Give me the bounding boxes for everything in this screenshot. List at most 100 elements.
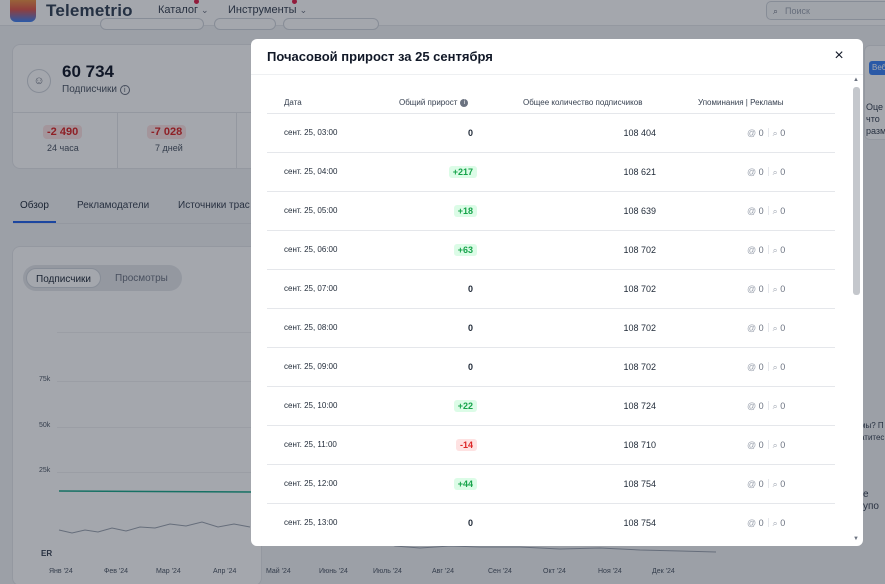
filter-pill[interactable] xyxy=(214,18,276,30)
x-tick-label: Авг '24 xyxy=(432,568,455,575)
nav-catalog[interactable]: Каталог ⌄ xyxy=(158,0,209,16)
mentions-count: 0 xyxy=(758,440,764,450)
row-total: 108 702 xyxy=(623,284,656,294)
table-row: сент. 25, 11:00 -14 108 710 @ 0 ⌕ 0 xyxy=(267,425,835,464)
tab-traffic-sources[interactable]: Источники трас xyxy=(178,200,250,211)
mentions-count: 0 xyxy=(758,167,764,177)
divider xyxy=(767,362,769,371)
row-mentions-ads: @ 0 ⌕ 0 xyxy=(747,401,785,412)
megaphone-icon: ⌕ xyxy=(772,245,778,255)
day-change-badge: -2 490 xyxy=(43,125,83,139)
megaphone-icon: ⌕ xyxy=(772,401,778,411)
column-total: Общее количество подписчиков xyxy=(523,98,643,107)
divider xyxy=(236,112,237,168)
search-placeholder: Поиск xyxy=(785,6,810,16)
nav-tools-label: Инструменты xyxy=(228,4,297,16)
filter-pill[interactable] xyxy=(283,18,379,30)
ads-count: 0 xyxy=(780,479,786,489)
nav-tools[interactable]: Инструменты ⌄ xyxy=(228,0,308,16)
megaphone-icon: ⌕ xyxy=(772,167,778,177)
logo-text[interactable]: Telemetrio xyxy=(46,1,133,20)
y-tick-label: 75k xyxy=(39,376,51,383)
table-row: сент. 25, 13:00 0 108 754 @ 0 ⌕ 0 xyxy=(267,503,835,542)
megaphone-icon: ⌕ xyxy=(772,479,778,489)
ads-count: 0 xyxy=(780,206,786,216)
ads-count: 0 xyxy=(780,401,786,411)
row-mentions-ads: @ 0 ⌕ 0 xyxy=(747,479,785,490)
divider xyxy=(767,167,769,176)
gridline xyxy=(57,381,257,382)
filter-pill[interactable] xyxy=(100,18,204,30)
tab-overview[interactable]: Обзор xyxy=(20,200,49,211)
x-tick-label: Апр '24 xyxy=(213,568,237,575)
chart-metric-toggle: Подписчики Просмотры xyxy=(23,265,182,291)
ads-count: 0 xyxy=(780,440,786,450)
row-growth: +22 xyxy=(453,400,477,412)
row-date: сент. 25, 12:00 xyxy=(284,479,338,488)
table-row: сент. 25, 10:00 +22 108 724 @ 0 ⌕ 0 xyxy=(267,386,835,425)
row-growth: 0 xyxy=(467,128,473,138)
mentions-count: 0 xyxy=(758,479,764,489)
mentions-count: 0 xyxy=(758,401,764,411)
mentions-count: 0 xyxy=(758,128,764,138)
table-row: сент. 25, 04:00 +217 108 621 @ 0 ⌕ 0 xyxy=(267,152,835,191)
at-sign-icon: @ xyxy=(747,245,757,255)
subscribers-line xyxy=(58,490,253,493)
table-row: сент. 25, 03:00 0 108 404 @ 0 ⌕ 0 xyxy=(267,113,835,152)
row-date: сент. 25, 11:00 xyxy=(284,440,337,449)
row-growth: 0 xyxy=(467,323,473,333)
row-growth: 0 xyxy=(467,518,473,528)
row-total: 108 710 xyxy=(623,440,656,450)
active-tab-indicator xyxy=(13,221,56,223)
info-icon[interactable]: i xyxy=(119,85,130,95)
row-growth: +63 xyxy=(453,244,477,256)
at-sign-icon: @ xyxy=(747,167,757,177)
logo-icon[interactable] xyxy=(10,0,36,22)
row-mentions-ads: @ 0 ⌕ 0 xyxy=(747,167,785,178)
divider xyxy=(767,479,769,488)
users-icon: ☺ xyxy=(27,69,51,93)
modal-scrollbar[interactable]: ▲ ▼ xyxy=(852,77,861,543)
row-date: сент. 25, 04:00 xyxy=(284,167,338,176)
close-icon[interactable]: × xyxy=(834,47,844,64)
mentions-count: 0 xyxy=(758,362,764,372)
table-row: сент. 25, 07:00 0 108 702 @ 0 ⌕ 0 xyxy=(267,269,835,308)
divider xyxy=(767,284,769,293)
x-tick-label: Мар '24 xyxy=(156,568,181,575)
mentions-count: 0 xyxy=(758,206,764,216)
scroll-up-icon[interactable]: ▲ xyxy=(853,77,859,83)
row-growth: -14 xyxy=(455,439,477,451)
at-sign-icon: @ xyxy=(747,128,757,138)
at-sign-icon: @ xyxy=(747,284,757,294)
row-mentions-ads: @ 0 ⌕ 0 xyxy=(747,440,785,451)
at-sign-icon: @ xyxy=(747,362,757,372)
divider xyxy=(767,245,769,254)
chevron-down-icon: ⌄ xyxy=(299,5,308,15)
toggle-views[interactable]: Просмотры xyxy=(115,273,168,284)
search-input[interactable]: ⌕ Поиск xyxy=(766,1,885,20)
row-growth: 0 xyxy=(467,284,473,294)
ads-count: 0 xyxy=(780,518,786,528)
gridline xyxy=(57,472,257,473)
megaphone-icon: ⌕ xyxy=(772,284,778,294)
x-tick-label: Дек '24 xyxy=(652,568,675,575)
stats-card xyxy=(12,44,262,169)
x-tick-label: Сен '24 xyxy=(488,568,512,575)
notification-dot xyxy=(292,0,298,4)
table-row: сент. 25, 06:00 +63 108 702 @ 0 ⌕ 0 xyxy=(267,230,835,269)
tabs-divider xyxy=(13,223,253,224)
divider xyxy=(117,112,118,168)
scrollbar-thumb[interactable] xyxy=(853,87,860,295)
row-growth: 0 xyxy=(467,362,473,372)
y-tick-label: 25k xyxy=(39,467,51,474)
scroll-down-icon[interactable]: ▼ xyxy=(853,536,859,542)
row-total: 108 621 xyxy=(623,167,656,177)
er-label: ER xyxy=(41,549,53,558)
tab-advertisers[interactable]: Рекламодатели xyxy=(77,200,150,211)
info-icon[interactable]: i xyxy=(460,99,469,107)
megaphone-icon: ⌕ xyxy=(772,323,778,333)
at-sign-icon: @ xyxy=(747,440,757,450)
table-row: сент. 25, 08:00 0 108 702 @ 0 ⌕ 0 xyxy=(267,308,835,347)
toggle-subscribers[interactable]: Подписчики xyxy=(26,268,102,288)
